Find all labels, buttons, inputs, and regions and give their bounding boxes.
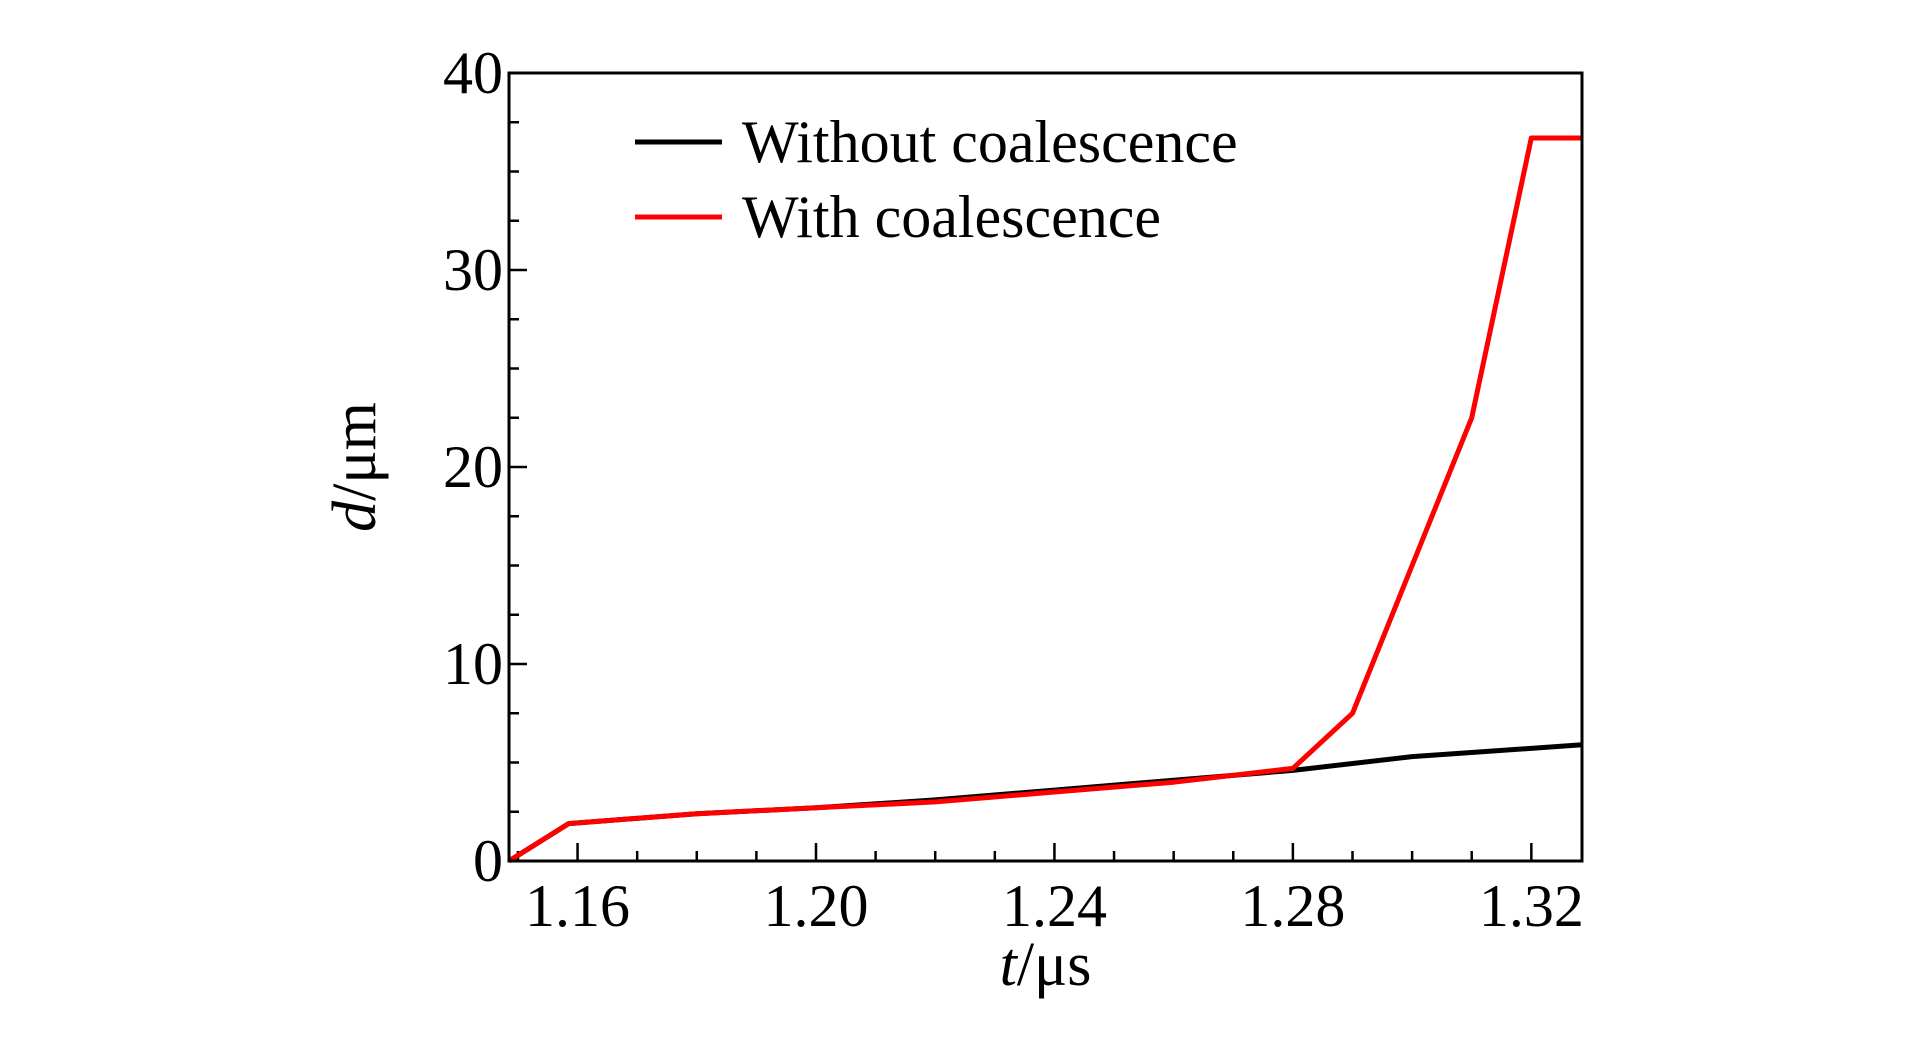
x-axis-title: t/μs: [1000, 931, 1092, 999]
x-tick-labels: 1.16 1.20 1.24 1.28 1.32: [525, 873, 1584, 939]
x-axis-var: t: [1000, 931, 1019, 999]
y-tick-label: 10: [443, 631, 503, 697]
y-axis-title: d/μm: [321, 402, 389, 532]
x-tick-label: 1.16: [525, 873, 630, 939]
x-tick-label: 1.20: [763, 873, 868, 939]
axis-ticks: [509, 71, 1533, 863]
series-layer: [507, 135, 1583, 864]
y-tick-label: 0: [473, 828, 503, 894]
y-tick-labels: 0 10 20 30 40: [443, 40, 503, 894]
y-tick-label: 40: [443, 40, 503, 106]
y-tick-label: 30: [443, 237, 503, 303]
series-line-0: [507, 742, 1583, 864]
x-axis-unit: /μs: [1017, 931, 1092, 999]
y-tick-label: 20: [443, 434, 503, 500]
y-axis-var: d: [321, 500, 389, 532]
y-axis-unit: /μm: [321, 402, 389, 501]
series-line-1: [507, 135, 1582, 864]
legend: Without coalescence With coalescence: [635, 109, 1238, 250]
plot-frame: [507, 71, 1584, 863]
x-tick-label: 1.24: [1002, 873, 1107, 939]
legend-label-with-coalescence: With coalescence: [742, 184, 1161, 250]
x-tick-label: 1.32: [1479, 873, 1584, 939]
legend-label-without-coalescence: Without coalescence: [742, 109, 1238, 175]
x-tick-label: 1.28: [1240, 873, 1345, 939]
